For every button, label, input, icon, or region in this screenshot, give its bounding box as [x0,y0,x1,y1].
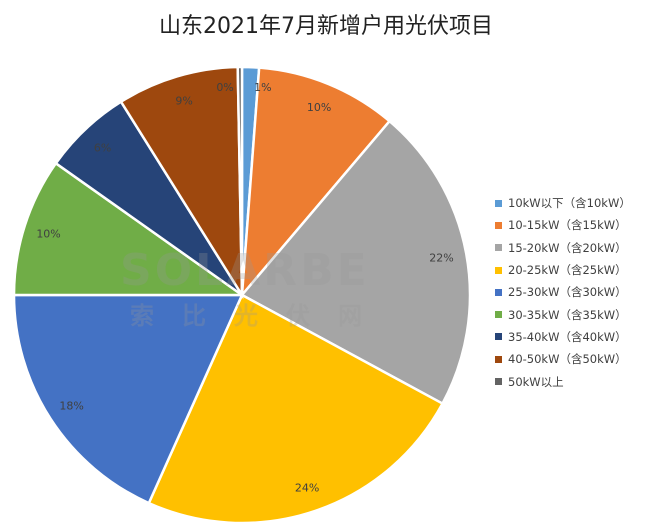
data-label: 10% [36,227,60,240]
legend-item: 15-20kW（含20kW） [495,237,631,259]
legend-swatch [495,311,502,319]
legend-label: 15-20kW（含20kW） [508,240,627,255]
data-label: 18% [59,399,83,412]
pie-slice [12,293,244,505]
pie-slice [240,66,392,299]
data-label: 1% [254,81,271,94]
data-label: 6% [94,141,111,154]
legend-label: 10kW以下（含10kW） [508,196,631,211]
data-label: 24% [295,481,319,494]
legend-swatch [495,378,502,386]
legend-item: 25-30kW（含30kW） [495,281,631,303]
legend-label: 20-25kW（含25kW） [508,263,627,278]
pie-slice [119,65,244,300]
legend-swatch [495,288,502,296]
legend-item: 20-25kW（含25kW） [495,259,631,281]
data-label: 10% [307,101,331,114]
legend: 10kW以下（含10kW） 10-15kW（含15kW） 15-20kW（含20kW… [495,192,631,393]
pie-slice [147,293,445,525]
legend-swatch [495,355,502,363]
data-label: 0% [216,81,233,94]
pie-slice [240,119,472,406]
legend-item: 30-35kW（含35kW） [495,303,631,325]
legend-label: 50kW以上 [508,374,564,389]
legend-item: 10kW以下（含10kW） [495,192,631,214]
legend-swatch [495,244,502,252]
legend-label: 40-50kW（含50kW） [508,352,627,367]
chart-title: 山东2021年7月新增户用光伏项目 [159,14,493,39]
data-label: 9% [175,94,192,107]
legend-label: 25-30kW（含30kW） [508,285,627,300]
legend-swatch [495,221,502,229]
legend-item: 10-15kW（含15kW） [495,214,631,236]
pie-slice [236,65,244,296]
legend-label: 35-40kW（含40kW） [508,329,627,344]
legend-swatch [495,266,502,274]
data-label: 22% [429,252,453,265]
legend-swatch [495,199,502,207]
legend-item: 50kW以上 [495,370,631,392]
legend-swatch [495,333,502,341]
legend-item: 35-40kW（含40kW） [495,326,631,348]
legend-label: 30-35kW（含35kW） [508,307,627,322]
legend-label: 10-15kW（含15kW） [508,218,627,233]
legend-item: 40-50kW（含50kW） [495,348,631,370]
pie-slice [12,161,246,297]
